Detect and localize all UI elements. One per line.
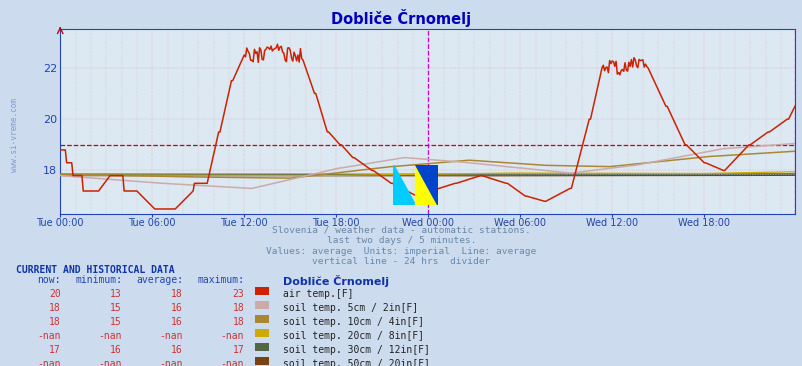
Text: soil temp. 20cm / 8in[F]: soil temp. 20cm / 8in[F] [282,331,423,341]
Text: -nan: -nan [221,331,244,341]
Text: -nan: -nan [160,331,183,341]
Text: www.si-vreme.com: www.si-vreme.com [10,98,18,172]
Text: soil temp. 50cm / 20in[F]: soil temp. 50cm / 20in[F] [282,359,429,366]
Text: 18: 18 [232,317,244,327]
Polygon shape [415,165,437,205]
Text: Dobliče Črnomelj: Dobliče Črnomelj [331,9,471,27]
Text: -nan: -nan [38,331,61,341]
Text: -nan: -nan [160,359,183,366]
Text: 16: 16 [171,317,183,327]
Text: 17: 17 [49,345,61,355]
Text: 16: 16 [171,303,183,313]
Text: Slovenia / weather data - automatic stations.: Slovenia / weather data - automatic stat… [272,225,530,234]
Text: maximum:: maximum: [196,275,244,285]
Text: 18: 18 [232,303,244,313]
Text: -nan: -nan [99,359,122,366]
Text: vertical line - 24 hrs  divider: vertical line - 24 hrs divider [312,257,490,266]
Text: Values: average  Units: imperial  Line: average: Values: average Units: imperial Line: av… [266,247,536,256]
Polygon shape [415,165,437,205]
Text: 18: 18 [49,317,61,327]
Text: 15: 15 [110,303,122,313]
Polygon shape [393,165,415,205]
Text: 18: 18 [171,289,183,299]
Text: 18: 18 [49,303,61,313]
Text: 13: 13 [110,289,122,299]
Text: soil temp. 10cm / 4in[F]: soil temp. 10cm / 4in[F] [282,317,423,327]
Text: soil temp. 30cm / 12in[F]: soil temp. 30cm / 12in[F] [282,345,429,355]
Text: air temp.[F]: air temp.[F] [282,289,353,299]
Text: 16: 16 [110,345,122,355]
Text: 23: 23 [232,289,244,299]
Text: -nan: -nan [99,331,122,341]
Text: last two days / 5 minutes.: last two days / 5 minutes. [326,236,476,245]
Text: -nan: -nan [38,359,61,366]
Text: CURRENT AND HISTORICAL DATA: CURRENT AND HISTORICAL DATA [16,265,175,275]
Text: Dobliče Črnomelj: Dobliče Črnomelj [282,275,388,287]
Text: soil temp. 5cm / 2in[F]: soil temp. 5cm / 2in[F] [282,303,417,313]
Text: now:: now: [38,275,61,285]
Text: 17: 17 [232,345,244,355]
Text: 15: 15 [110,317,122,327]
Text: -nan: -nan [221,359,244,366]
Text: average:: average: [136,275,183,285]
Text: 20: 20 [49,289,61,299]
Text: minimum:: minimum: [75,275,122,285]
Text: 16: 16 [171,345,183,355]
